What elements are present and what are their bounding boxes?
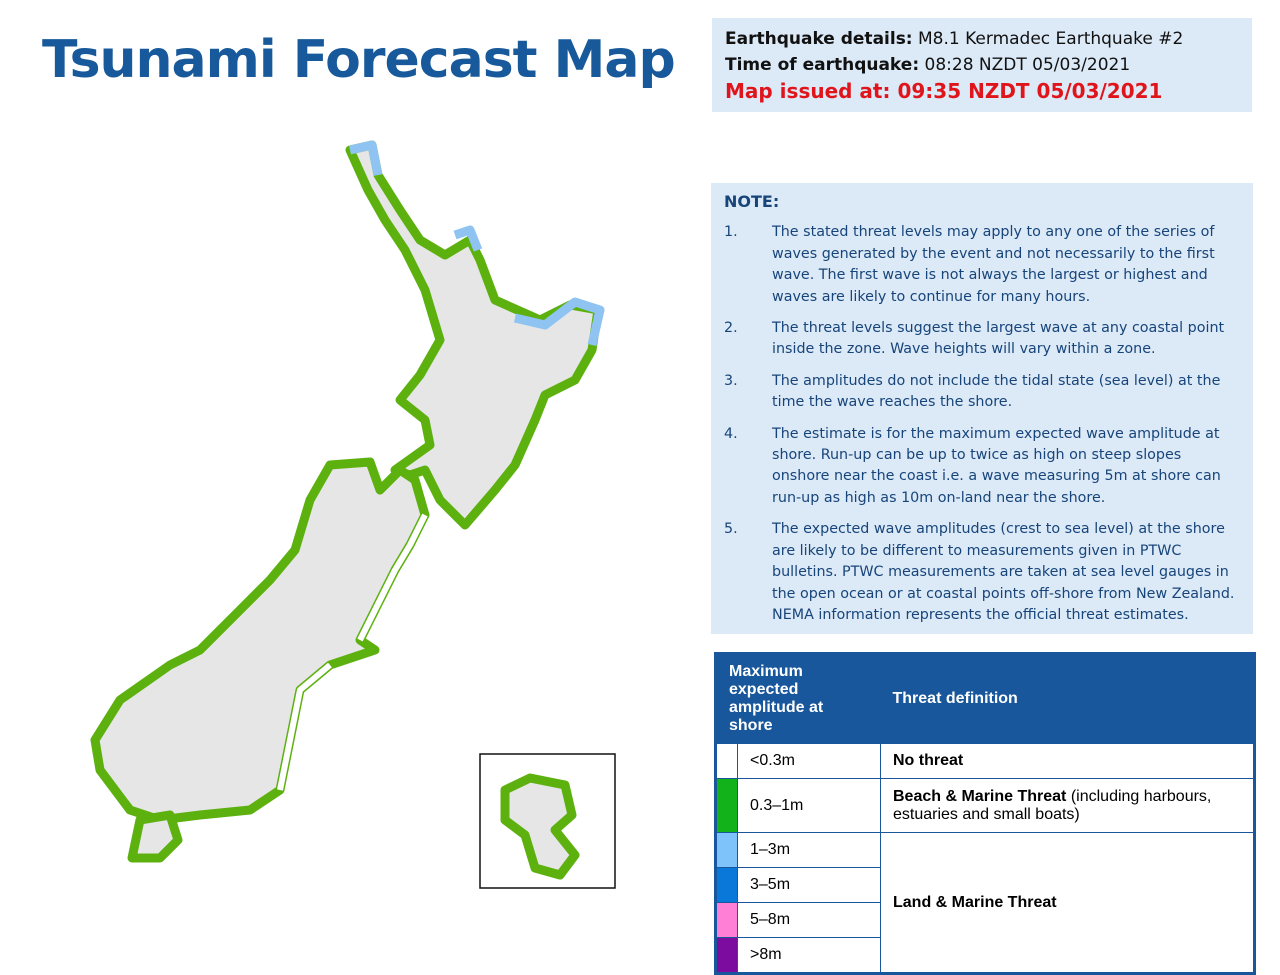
detail-value: M8.1 Kermadec Earthquake #2 — [918, 29, 1184, 49]
threat-name: No threat — [893, 752, 964, 769]
note-item: 5. The expected wave amplitudes (crest to… — [724, 519, 1240, 626]
note: NOTE: 1. The stated threat levels may appl… — [711, 183, 1253, 634]
swatch — [715, 778, 738, 833]
level-label: <0.3m — [737, 743, 881, 779]
threat-name: Beach & Marine Threat — [893, 787, 1067, 805]
note-text: The threat levels suggest the largest wa… — [772, 320, 1225, 358]
level-label: 0.3–1m — [737, 778, 881, 833]
note-item: 2. The threat levels suggest the largest … — [724, 318, 1240, 361]
level-label: >8m — [737, 937, 881, 974]
legend-row: 5–8m — [715, 902, 1255, 938]
legend: Maximum expected amplitude at shore Threa… — [714, 652, 1256, 975]
note-number: 1. — [724, 224, 738, 241]
note-number: 3. — [724, 372, 738, 389]
swatch — [715, 867, 738, 903]
note-number: 4. — [724, 425, 738, 442]
threat: Land & Marine Threat — [880, 832, 1255, 974]
south-east-coast — [277, 513, 428, 791]
threat-detail: (including harbours, estuaries and small… — [893, 787, 1212, 823]
threat: No threat — [880, 743, 1255, 779]
detail-label: Map issued at: — [725, 79, 891, 103]
legend-header: Maximum expected amplitude at shore Threa… — [715, 653, 1255, 744]
legend-row: 3–5m — [715, 867, 1255, 903]
swatch — [715, 743, 738, 779]
note-item: 3. The amplitudes do not include the tida… — [724, 371, 1240, 414]
note-heading: NOTE: — [724, 192, 780, 211]
note-text: The estimate is for the maximum expected… — [772, 425, 1221, 506]
detail-row: Time of earthquake: 08:28 NZDT 05/03/202… — [725, 52, 1239, 78]
detail-label: Time of earthquake: — [725, 55, 920, 75]
threat-name: Land & Marine Threat — [893, 893, 1057, 911]
note-text: The expected wave amplitudes (crest to s… — [772, 521, 1235, 623]
legend-row: 0.3–1m Beach & Marine Threat (including h… — [715, 778, 1255, 833]
swatch — [715, 902, 738, 938]
map — [90, 140, 616, 889]
legend-row: <0.3m No threat — [715, 743, 1255, 779]
south-island — [90, 457, 430, 825]
swatch — [715, 832, 738, 868]
note-item: 4. The estimate is for the maximum expect… — [724, 424, 1240, 510]
north-island — [345, 140, 603, 530]
detail-row: Earthquake details: M8.1 Kermadec Earthq… — [725, 26, 1239, 52]
swatch — [715, 937, 738, 974]
note-number: 2. — [724, 320, 738, 337]
legend-row: 1–3m Land & Marine Threat — [715, 832, 1255, 974]
detail-value: 09:35 NZDT 05/03/2021 — [897, 79, 1163, 103]
details: Earthquake details: M8.1 Kermadec Earthq… — [712, 18, 1252, 112]
header-amplitude: Maximum expected amplitude at shore — [715, 653, 881, 744]
detail-value: 08:28 NZDT 05/03/2021 — [924, 55, 1131, 75]
note-text: The amplitudes do not include the tidal … — [772, 372, 1221, 411]
note-number: 5. — [724, 521, 738, 538]
north-tip — [349, 140, 605, 347]
threat: Beach & Marine Threat (including harbour… — [880, 778, 1255, 833]
header-threat: Threat definition — [880, 653, 1255, 744]
title: Tsunami Forecast Map — [42, 30, 676, 90]
detail-row: Map issued at: 09:35 NZDT 05/03/2021 — [725, 78, 1239, 104]
stewart-island — [127, 810, 183, 863]
level-label: 3–5m — [737, 867, 881, 903]
note-item: 1. The stated threat levels may apply to … — [724, 222, 1240, 308]
detail-label: Earthquake details: — [725, 29, 913, 49]
chatham-islands — [500, 773, 580, 880]
note-text: The stated threat levels may apply to an… — [772, 224, 1215, 305]
level-label: 1–3m — [737, 832, 881, 868]
level-label: 5–8m — [737, 902, 881, 938]
